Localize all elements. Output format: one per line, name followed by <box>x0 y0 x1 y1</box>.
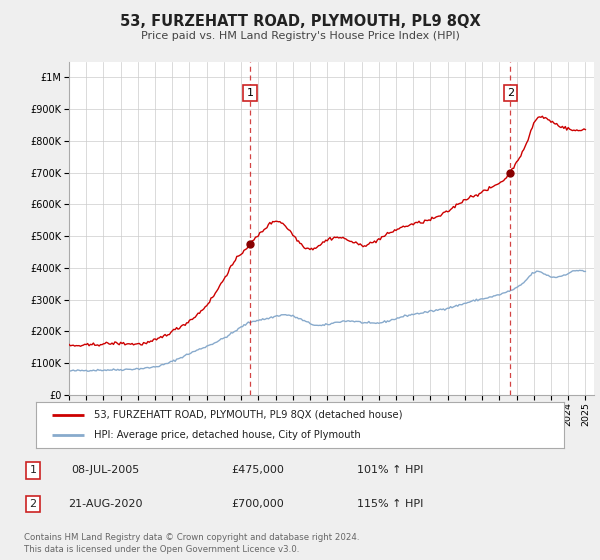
Text: 1: 1 <box>247 88 254 99</box>
Text: 08-JUL-2005: 08-JUL-2005 <box>71 465 139 475</box>
Text: £700,000: £700,000 <box>232 499 284 509</box>
Text: Contains HM Land Registry data © Crown copyright and database right 2024.
This d: Contains HM Land Registry data © Crown c… <box>24 533 359 554</box>
Text: £475,000: £475,000 <box>232 465 284 475</box>
Text: 115% ↑ HPI: 115% ↑ HPI <box>357 499 423 509</box>
Text: 101% ↑ HPI: 101% ↑ HPI <box>357 465 423 475</box>
Text: 21-AUG-2020: 21-AUG-2020 <box>68 499 142 509</box>
Text: 53, FURZEHATT ROAD, PLYMOUTH, PL9 8QX: 53, FURZEHATT ROAD, PLYMOUTH, PL9 8QX <box>119 14 481 29</box>
Text: 2: 2 <box>29 499 37 509</box>
Text: 53, FURZEHATT ROAD, PLYMOUTH, PL9 8QX (detached house): 53, FURZEHATT ROAD, PLYMOUTH, PL9 8QX (d… <box>94 410 403 420</box>
Text: 1: 1 <box>29 465 37 475</box>
Text: 2: 2 <box>507 88 514 99</box>
Text: HPI: Average price, detached house, City of Plymouth: HPI: Average price, detached house, City… <box>94 430 361 440</box>
Text: Price paid vs. HM Land Registry's House Price Index (HPI): Price paid vs. HM Land Registry's House … <box>140 31 460 41</box>
